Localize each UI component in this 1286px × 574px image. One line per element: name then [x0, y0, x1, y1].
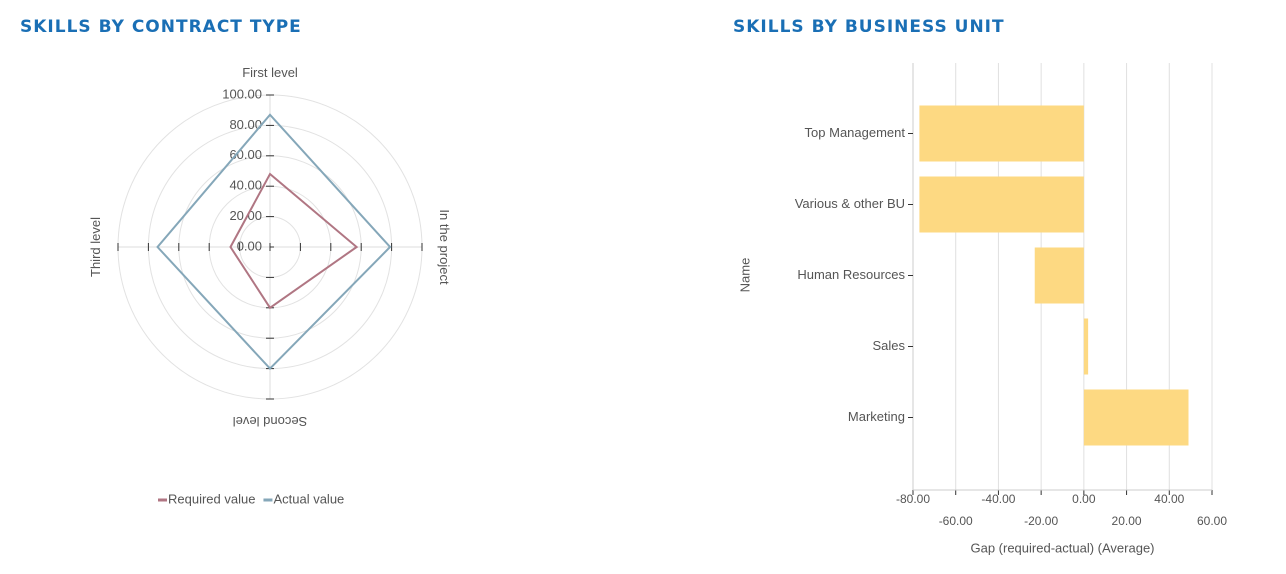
bar — [1034, 247, 1084, 304]
y-axis-title: Name — [737, 258, 752, 293]
chart-title: SKILLS BY BUSINESS UNIT — [733, 17, 1005, 37]
r-tick-label: 40.00 — [229, 178, 262, 193]
y-tick-label: Human Resources — [797, 267, 905, 282]
x-tick-label: -20.00 — [1024, 514, 1058, 528]
x-tick-label: 60.00 — [1197, 514, 1227, 528]
r-tick-label: 100.00 — [222, 86, 262, 101]
r-tick-label: 20.00 — [229, 208, 262, 223]
radar-line — [229, 172, 359, 310]
bar — [919, 105, 1084, 162]
x-tick-label: 0.00 — [1072, 492, 1096, 506]
y-tick-label: Various & other BU — [795, 196, 905, 211]
x-tick-label: -60.00 — [939, 514, 973, 528]
y-tick-label: Top Management — [805, 125, 906, 140]
x-tick-label: -80.00 — [896, 492, 930, 506]
bar — [1083, 318, 1089, 375]
bar — [919, 176, 1084, 233]
r-tick-label: 80.00 — [229, 117, 262, 132]
axis-category-label: First level — [242, 65, 298, 80]
legend-label: Required value — [168, 491, 255, 506]
x-tick-label: -40.00 — [981, 492, 1015, 506]
y-tick-label: Sales — [872, 338, 905, 353]
radar-line — [156, 113, 392, 371]
legend-label: Actual value — [273, 491, 344, 506]
y-tick-label: Marketing — [848, 409, 905, 424]
r-tick-label: 0.00 — [237, 238, 262, 253]
axis-category-label: Third level — [88, 217, 103, 277]
axis-category-label: In the project — [437, 209, 452, 285]
axis-category-label: Second level — [233, 414, 308, 429]
chart-title: SKILLS BY CONTRACT TYPE — [20, 17, 302, 37]
bar — [1083, 389, 1189, 446]
x-tick-label: 40.00 — [1154, 492, 1184, 506]
x-axis-title: Gap (required-actual) (Average) — [970, 540, 1154, 555]
x-tick-label: 20.00 — [1112, 514, 1142, 528]
r-tick-label: 60.00 — [229, 147, 262, 162]
